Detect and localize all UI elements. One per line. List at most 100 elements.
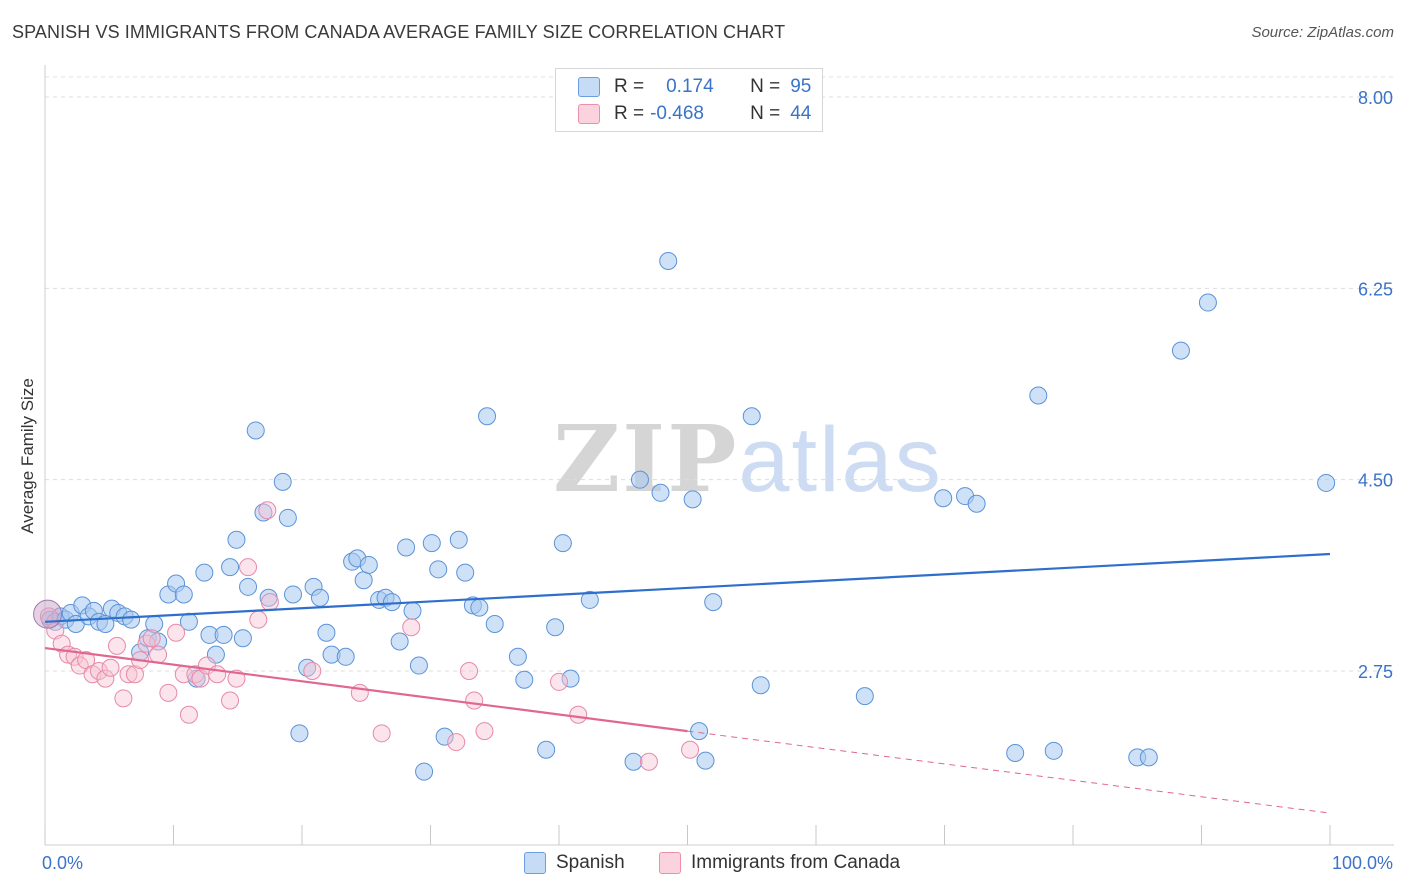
spanish-point [422,534,441,553]
canada-point [114,689,133,708]
spanish-point [470,598,489,617]
spanish-point [174,585,193,604]
canada-point [137,634,156,653]
spanish-point [310,588,329,607]
legend-n-label: N = [750,76,781,97]
spanish-point [227,530,246,549]
spanish-point [651,483,670,502]
legend-label-spanish: Spanish [556,852,625,873]
canada-point [303,662,322,680]
legend-item-spanish: Spanish [524,852,625,874]
spanish-point [397,538,416,557]
spanish-point [1044,741,1063,760]
spanish-point [1139,748,1158,767]
chart-title: SPANISH VS IMMIGRANTS FROM CANADA AVERAG… [12,22,786,42]
legend-r-value: 0.174 [666,76,714,97]
canada-point [639,752,658,771]
spanish-point [435,727,454,746]
spanish-point [508,647,527,666]
cluster-point [33,599,63,629]
canada-point [167,623,186,642]
legend-n-value: 44 [790,103,812,124]
y-tick-label: 6.25 [1358,279,1393,299]
canada-point [249,610,268,629]
x-tick-label-max: 100.0% [1332,853,1393,873]
spanish-point [290,724,309,743]
canada-point [681,740,700,759]
spanish-point [278,508,297,527]
spanish-point [246,421,265,440]
source-label: Source: ZipAtlas.com [1251,24,1394,41]
canada-point [125,665,144,684]
spanish-point [742,407,761,426]
y-axis-label: Average Family Size [18,378,37,534]
canada-point [179,705,198,724]
spanish-point [449,530,468,549]
spanish-point [683,490,702,509]
legend-swatch-canada [578,104,600,124]
canada-point [159,683,178,702]
canada-point [221,691,240,710]
canada-point [460,662,479,680]
legend-row-canada: R = -0.468 N = 44 [578,101,811,127]
spanish-point [409,656,428,675]
canada-point [89,662,108,680]
legend-n-value: 95 [790,76,812,97]
spanish-point [659,252,678,270]
watermark: ZIPatlas [553,405,943,513]
spanish-point [1317,473,1336,492]
spanish-point [359,555,378,574]
spanish-point [537,740,556,759]
y-tick-label: 8.00 [1358,88,1393,108]
spanish-point [233,629,252,648]
spanish-point [704,593,723,612]
spanish-point [630,470,649,489]
legend-r-label: R = [614,103,645,124]
spanish-point [580,590,599,609]
legend-swatch-canada [659,852,681,874]
canada-point [191,669,210,688]
spanish-point [515,670,534,689]
legend-item-canada: Immigrants from Canada [659,852,900,874]
spanish-point [354,571,373,590]
legend-swatch-spanish [524,852,546,874]
spanish-point [690,722,709,741]
spanish-point [696,751,715,770]
watermark-atlas: atlas [738,409,943,511]
spanish-point [403,601,422,620]
legend-r-value: -0.468 [650,103,704,124]
spanish-point [195,563,214,582]
y-tick-label: 2.75 [1358,662,1393,682]
spanish-point [456,563,475,582]
x-tick-label-min: 0.0% [42,853,83,873]
canada-point [550,672,568,691]
spanish-point [624,752,643,771]
canada-point [475,722,494,741]
spanish-point [429,560,448,579]
spanish-point [221,558,240,577]
spanish-point [967,494,986,513]
spanish-point [284,585,303,604]
spanish-point [336,647,355,666]
legend-label-canada: Immigrants from Canada [691,852,901,873]
spanish-point [1171,341,1190,360]
spanish-point [546,618,565,637]
canada-point [208,665,227,684]
canada-point [260,593,279,612]
canada-point [119,665,138,684]
canada-point [101,658,120,677]
canada-point [96,669,115,688]
spanish-point [553,534,572,553]
spanish-point [214,625,233,644]
canada-trend-line [44,646,688,733]
spanish-point [561,669,580,688]
spanish-point [934,489,953,508]
spanish-point [1006,744,1025,762]
canada-point [149,645,168,664]
spanish-point [298,658,317,677]
legend-r-label: R = [614,76,645,97]
canada-point [447,733,466,752]
canada-point [142,629,161,648]
canada-point [372,724,391,743]
